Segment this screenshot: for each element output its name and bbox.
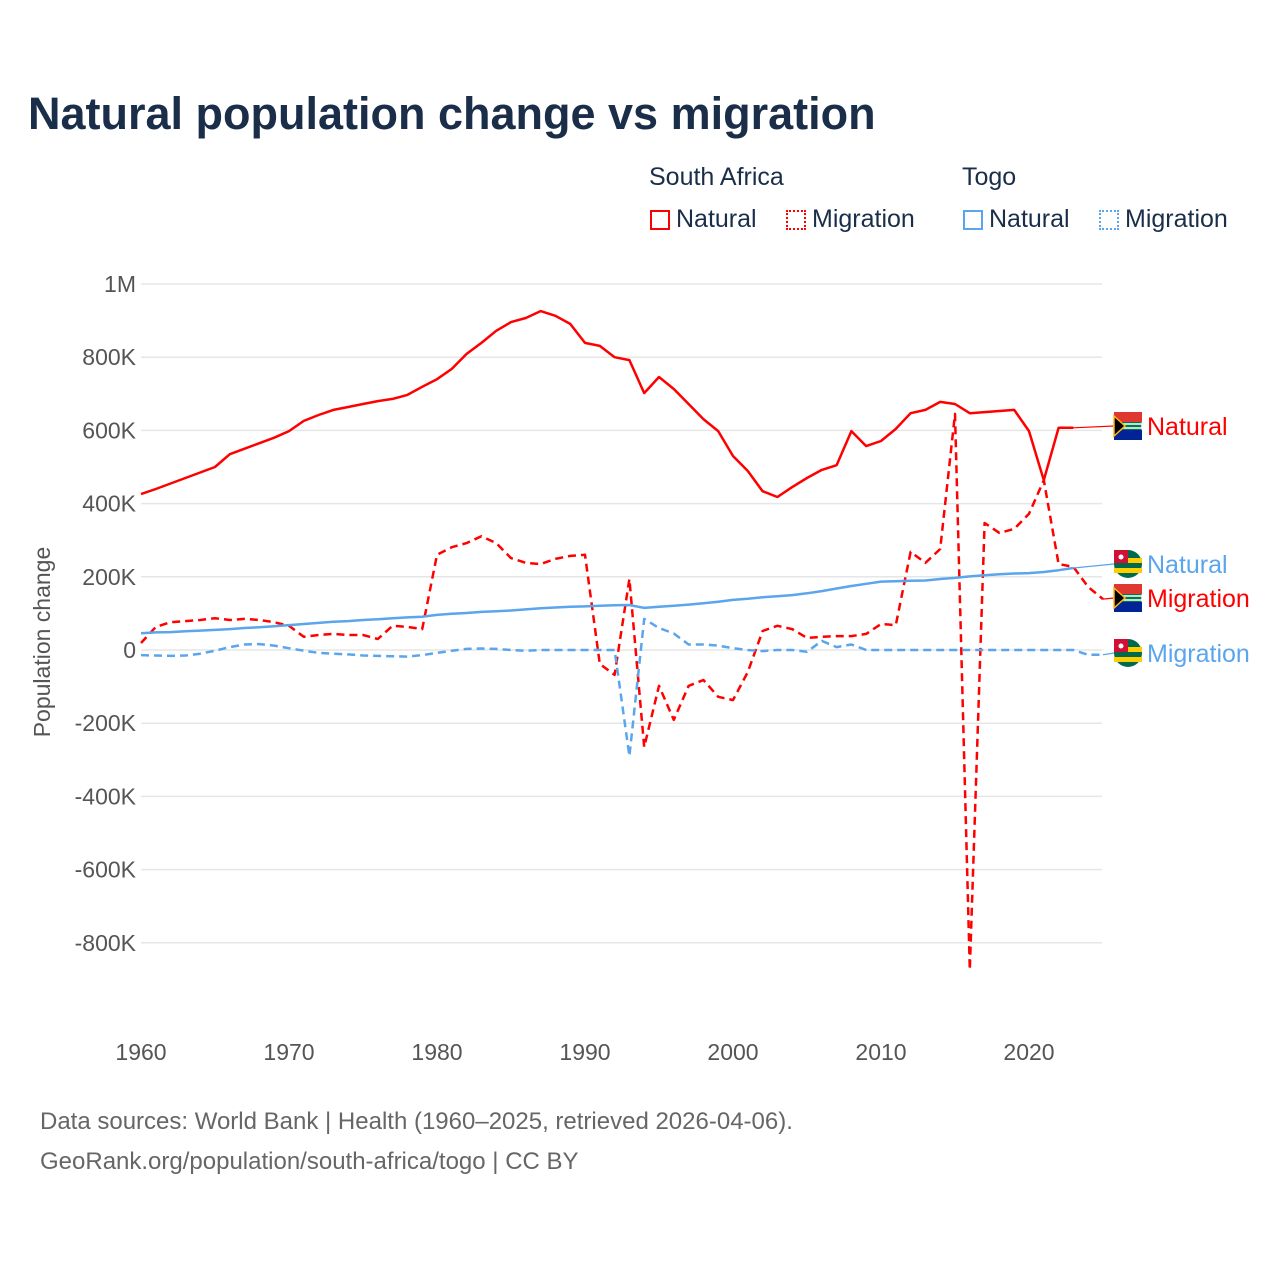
y-tick-label: 0: [123, 637, 136, 663]
label-connector: [1073, 563, 1115, 569]
label-connector: [1102, 652, 1115, 656]
x-tick-label: 2020: [1003, 1039, 1054, 1065]
flag-togo-icon: [1114, 550, 1142, 578]
flag-togo-icon: [1114, 639, 1142, 667]
legend-sa-migration[interactable]: Migration: [786, 205, 915, 234]
flag-stripe: [1114, 584, 1142, 594]
y-tick-label: -800K: [75, 930, 137, 956]
series-line-south-africa-natural: [140, 309, 1074, 499]
legend-sa-natural[interactable]: Natural: [650, 205, 757, 234]
y-tick-label: 800K: [82, 344, 136, 370]
series-end-label: Natural: [1147, 413, 1228, 441]
x-tick-label: 1960: [115, 1039, 166, 1065]
legend-togo-migration[interactable]: Migration: [1099, 205, 1228, 234]
flag-south-africa-icon: [1113, 412, 1143, 440]
footer-sources: Data sources: World Bank | Health (1960–…: [40, 1108, 793, 1135]
y-tick-label: 400K: [82, 491, 136, 517]
x-tick-label: 2010: [855, 1039, 906, 1065]
y-tick-label: -200K: [75, 710, 137, 736]
legend-label: Migration: [1125, 205, 1228, 233]
flag-star: [1118, 554, 1124, 560]
legend-swatch-dotted-blue: [1099, 210, 1119, 230]
flag-south-africa-icon: [1113, 584, 1143, 612]
y-tick-label: -600K: [75, 857, 137, 883]
y-tick-label: 1M: [104, 271, 136, 297]
y-tick-label: -400K: [75, 783, 137, 809]
legend-group-south-africa: South Africa: [649, 163, 784, 191]
legend-swatch-solid-red: [650, 210, 670, 230]
footer-attribution: GeoRank.org/population/south-africa/togo…: [40, 1148, 579, 1175]
series-end-label: Natural: [1147, 551, 1228, 579]
legend-group-togo: Togo: [962, 163, 1017, 191]
y-tick-label: 600K: [82, 417, 136, 443]
flag-star: [1118, 643, 1124, 649]
y-tick-label: 200K: [82, 564, 136, 590]
flag-triangle: [1113, 414, 1127, 438]
x-tick-label: 1990: [559, 1039, 610, 1065]
flag-stripe: [1114, 430, 1142, 440]
x-tick-label: 1980: [411, 1039, 462, 1065]
series-line-togo-migration: [140, 617, 1103, 758]
legend-label: Migration: [812, 205, 915, 233]
series-end-label: Migration: [1147, 585, 1250, 613]
series-end-label: Migration: [1147, 640, 1250, 668]
x-tick-label: 1970: [263, 1039, 314, 1065]
legend-label: Natural: [676, 205, 757, 233]
y-axis-label: Population change: [29, 547, 55, 738]
legend-swatch-solid-blue: [963, 210, 983, 230]
label-connector: [1102, 597, 1115, 600]
legend-swatch-dotted-red: [786, 210, 806, 230]
x-tick-label: 2000: [707, 1039, 758, 1065]
flag-stripe: [1114, 602, 1142, 612]
flag-stripe: [1114, 412, 1142, 422]
legend-label: Natural: [989, 205, 1070, 233]
legend-togo-natural[interactable]: Natural: [963, 205, 1070, 234]
series-line-south-africa-migration: [140, 412, 1104, 972]
label-connector: [1073, 425, 1115, 429]
series-line-togo-natural: [140, 566, 1074, 635]
flag-triangle: [1113, 586, 1127, 610]
chart-title: Natural population change vs migration: [28, 88, 876, 139]
